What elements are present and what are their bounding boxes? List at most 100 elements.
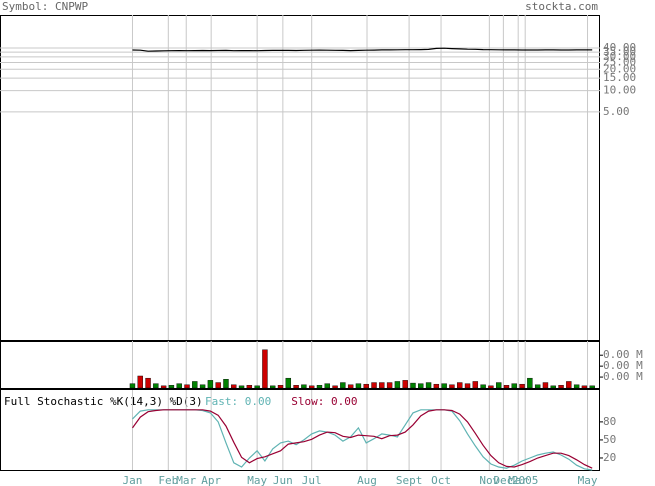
x-tick-label: Apr xyxy=(201,474,221,486)
volume-panel xyxy=(0,341,600,389)
volume-bar xyxy=(472,381,479,389)
volume-bar xyxy=(277,385,284,389)
volume-bar xyxy=(488,385,494,389)
y-tick-label: 0.00 M xyxy=(603,370,643,383)
x-tick-label: Dec xyxy=(493,474,513,486)
volume-bar xyxy=(464,383,471,389)
volume-bar xyxy=(215,382,221,389)
volume-bar xyxy=(386,382,393,389)
volume-bar xyxy=(480,384,486,389)
volume-bar xyxy=(207,380,214,389)
volume-bar xyxy=(394,381,401,389)
volume-bar xyxy=(371,382,377,389)
y-tick-label: 40.00 xyxy=(603,41,636,54)
volume-bar xyxy=(301,384,307,389)
volume-bar xyxy=(496,382,502,389)
volume-bar xyxy=(534,384,541,389)
volume-bar xyxy=(199,384,206,389)
volume-bar xyxy=(153,383,159,389)
volume-bar xyxy=(262,349,268,389)
x-tick-label: Mar xyxy=(176,474,196,486)
y-tick-label: 5.00 xyxy=(603,105,630,118)
volume-bar xyxy=(573,384,580,389)
price-line xyxy=(132,47,593,52)
volume-bar xyxy=(293,385,299,389)
x-tick-label: Feb xyxy=(158,474,178,486)
volume-bar xyxy=(542,382,549,389)
volume-bar xyxy=(589,385,595,389)
volume-bar xyxy=(316,385,323,389)
volume-bar xyxy=(184,384,190,389)
y-tick-label: 10.00 xyxy=(603,84,636,97)
symbol: Symbol: CNPWP xyxy=(2,0,88,13)
volume-bar xyxy=(340,382,346,389)
volume-bar xyxy=(457,382,463,389)
x-tick-label: 2005 xyxy=(512,474,539,486)
volume-bar xyxy=(192,381,198,389)
volume-bar xyxy=(285,377,292,389)
volume-bar xyxy=(449,384,455,389)
volume-bar xyxy=(363,383,369,389)
volume-bar xyxy=(441,383,447,389)
x-tick-label: Jul xyxy=(302,474,322,486)
x-tick-label: Aug xyxy=(357,474,377,486)
x-tick-label: Sept xyxy=(396,474,423,486)
y-tick-label: 20.00 xyxy=(603,62,636,75)
y-tick-label: 25.00 xyxy=(603,55,636,68)
x-tick-label: Jan xyxy=(123,474,143,486)
volume-bar xyxy=(324,383,330,389)
volume-bar xyxy=(558,385,564,389)
volume-bar xyxy=(511,383,517,389)
x-tick-label: Oct xyxy=(431,474,451,486)
volume-bar xyxy=(519,383,525,389)
site: stockta.com xyxy=(525,0,598,13)
x-tick-label: Nov xyxy=(479,474,499,486)
volume-bar xyxy=(254,385,260,389)
volume-bar xyxy=(355,383,362,389)
y-tick-label: 80 xyxy=(603,415,616,428)
y-tick-label: 35.00 xyxy=(603,45,636,58)
volume-bar xyxy=(379,382,385,389)
stochastic-panel xyxy=(0,389,600,471)
volume-bar xyxy=(137,375,143,389)
stochastic-line xyxy=(132,409,593,471)
volume-bar xyxy=(176,383,182,389)
volume-bar xyxy=(566,381,572,389)
volume-bar xyxy=(270,385,276,389)
volume-bar xyxy=(550,385,556,389)
volume-bar xyxy=(223,379,229,389)
y-tick-label: 0.00 M xyxy=(603,359,643,372)
volume-bar xyxy=(402,380,408,389)
volume-bar xyxy=(347,384,354,389)
volume-bar xyxy=(129,383,136,389)
volume-bar xyxy=(418,383,424,389)
stochastic-line xyxy=(132,409,593,469)
volume-bar xyxy=(503,385,510,389)
y-tick-label: 0.00 M xyxy=(603,348,643,361)
y-tick-label: 15.00 xyxy=(603,71,636,84)
volume-bar xyxy=(231,384,237,389)
volume-bar xyxy=(527,377,533,389)
volume-bar xyxy=(581,385,588,389)
x-tick-label: May xyxy=(247,474,267,486)
y-tick-label: 20 xyxy=(603,451,616,464)
x-tick-label: May xyxy=(578,474,598,486)
x-tick-label: Mar xyxy=(508,474,528,486)
volume-bar xyxy=(238,385,245,389)
y-tick-label: 30.00 xyxy=(603,50,636,63)
volume-bar xyxy=(433,383,440,389)
stochastic-title: Full Stochastic %K(14,3) %D(3) xyxy=(4,395,203,408)
volume-bar xyxy=(308,385,315,389)
volume-bar xyxy=(332,385,338,389)
volume-bar xyxy=(168,385,175,389)
legend-entry: Slow: 0.00 xyxy=(291,395,357,408)
y-tick-label: 50 xyxy=(603,433,616,446)
legend-entry: Fast: 0.00 xyxy=(205,395,271,408)
volume-bar xyxy=(246,385,253,389)
volume-bar xyxy=(145,377,151,389)
price-panel xyxy=(0,15,600,341)
volume-bar xyxy=(410,382,416,389)
volume-bar xyxy=(160,385,167,389)
volume-bar xyxy=(425,382,432,389)
